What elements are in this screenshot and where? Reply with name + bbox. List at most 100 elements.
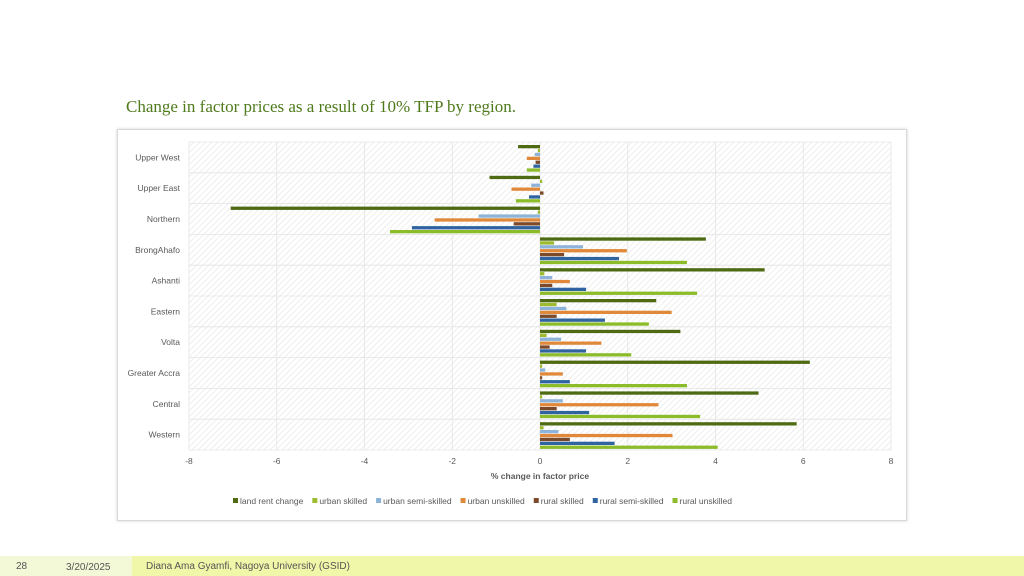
bar-rural-semi-skilled-upper-east	[529, 195, 540, 199]
bar-rural-semi-skilled-western	[540, 441, 615, 445]
bar-rural-unskilled-upper-east	[515, 199, 540, 203]
bar-urban-skilled-northern	[537, 210, 540, 214]
bar-urban-skilled-ashanti	[540, 272, 545, 276]
x-tick-label: -2	[448, 456, 456, 466]
bar-land-rent-change-upper-west	[518, 145, 540, 149]
bar-urban-skilled-central	[540, 395, 543, 399]
legend-label: urban skilled	[319, 496, 367, 506]
legend-label: land rent change	[240, 496, 304, 506]
bar-urban-unskilled-central	[540, 403, 659, 407]
bar-rural-skilled-central	[540, 407, 557, 411]
legend-swatch	[233, 498, 238, 503]
legend-label: rural skilled	[541, 496, 584, 506]
category-label: Western	[149, 430, 181, 440]
legend-label: rural unskilled	[680, 496, 733, 506]
bar-rural-skilled-upper-east	[540, 191, 544, 195]
category-label: Central	[153, 399, 181, 409]
bar-rural-skilled-upper-west	[535, 160, 540, 164]
bar-rural-semi-skilled-greater-accra	[540, 380, 570, 384]
slide-author: Diana Ama Gyamfi, Nagoya University (GSI…	[146, 561, 350, 572]
bar-rural-skilled-western	[540, 437, 570, 442]
bar-rural-semi-skilled-brongahafo	[540, 256, 619, 261]
bar-rural-semi-skilled-upper-west	[533, 164, 540, 168]
x-tick-label: -4	[361, 456, 369, 466]
bar-urban-unskilled-ashanti	[540, 279, 570, 284]
bar-rural-semi-skilled-volta	[540, 349, 587, 353]
bar-urban-unskilled-greater-accra	[540, 372, 563, 376]
bar-rural-unskilled-central	[540, 414, 701, 419]
bar-rural-unskilled-upper-west	[526, 168, 540, 172]
bar-urban-unskilled-brongahafo	[540, 249, 627, 253]
category-label: Upper West	[135, 152, 180, 162]
bar-urban-semi-skilled-upper-east	[531, 183, 540, 187]
bar-rural-skilled-greater-accra	[540, 376, 543, 380]
bar-urban-semi-skilled-upper-west	[534, 152, 540, 157]
bar-land-rent-change-volta	[540, 329, 681, 334]
legend-swatch	[460, 498, 466, 503]
bar-rural-semi-skilled-eastern	[540, 318, 605, 322]
bar-rural-unskilled-eastern	[540, 322, 649, 326]
x-tick-label: 8	[889, 456, 894, 466]
bar-urban-unskilled-upper-east	[511, 187, 540, 191]
bar-urban-semi-skilled-northern	[478, 214, 540, 218]
bar-land-rent-change-upper-east	[489, 175, 540, 180]
category-label: Ashanti	[152, 276, 180, 286]
bar-rural-semi-skilled-central	[540, 410, 590, 415]
bar-rural-unskilled-western	[540, 445, 718, 449]
x-tick-label: -8	[185, 456, 193, 466]
bar-land-rent-change-central	[540, 391, 759, 395]
x-tick-label: 2	[625, 456, 630, 466]
bar-land-rent-change-brongahafo	[540, 237, 706, 241]
bar-urban-unskilled-volta	[540, 341, 602, 345]
bar-rural-unskilled-brongahafo	[540, 260, 687, 265]
bar-urban-skilled-volta	[540, 333, 547, 337]
footer-bar: 28 3/20/2025 Diana Ama Gyamfi, Nagoya Un…	[0, 556, 1024, 576]
category-labels: Upper West Upper East Northern BrongAhafo As…	[128, 152, 181, 439]
bar-land-rent-change-greater-accra	[540, 360, 810, 364]
legend-swatch	[533, 498, 539, 503]
footer-left-panel	[0, 556, 132, 576]
bar-urban-skilled-upper-west	[537, 148, 540, 153]
grid-lines	[188, 141, 892, 451]
bar-urban-skilled-western	[540, 426, 544, 430]
legend: land rent change urban skilled urban semi-…	[233, 496, 732, 506]
slide-date: 3/20/2025	[66, 562, 111, 573]
x-axis-label: % change in factor price	[491, 471, 590, 481]
bar-rural-skilled-brongahafo	[540, 253, 565, 257]
category-label: Upper East	[137, 183, 180, 193]
category-label: Greater Accra	[128, 368, 181, 378]
bar-urban-skilled-greater-accra	[540, 364, 543, 368]
bar-rural-unskilled-volta	[540, 353, 632, 357]
legend-swatch	[312, 498, 318, 503]
bar-urban-unskilled-western	[540, 433, 673, 438]
legend-label: rural semi-skilled	[600, 496, 664, 506]
bar-urban-semi-skilled-brongahafo	[540, 245, 583, 249]
bar-rural-skilled-volta	[540, 345, 550, 349]
legend-swatch	[672, 498, 678, 503]
slide-title: Change in factor prices as a result of 1…	[126, 97, 516, 116]
x-tick-label: 4	[713, 456, 718, 466]
bar-urban-skilled-brongahafo	[540, 241, 555, 245]
bar-rural-unskilled-greater-accra	[540, 384, 687, 388]
legend-swatch	[376, 498, 382, 503]
bar-urban-semi-skilled-central	[540, 399, 563, 403]
category-label: Eastern	[151, 306, 181, 316]
bar-urban-semi-skilled-greater-accra	[540, 368, 546, 372]
bar-urban-unskilled-eastern	[540, 310, 672, 314]
bar-rural-skilled-ashanti	[540, 283, 553, 288]
legend-label: urban semi-skilled	[383, 496, 452, 506]
bar-rural-skilled-eastern	[540, 314, 557, 318]
bar-urban-skilled-eastern	[540, 302, 557, 307]
x-tick-label: -6	[273, 456, 281, 466]
bar-urban-unskilled-northern	[434, 218, 540, 222]
bar-urban-skilled-upper-east	[540, 179, 543, 183]
bar-urban-unskilled-upper-west	[526, 156, 540, 160]
category-label: Northern	[147, 214, 180, 224]
bar-chart: Upper West Upper East Northern BrongAhafo As…	[128, 141, 894, 506]
x-tick-label: 6	[801, 456, 806, 466]
category-label: BrongAhafo	[135, 245, 180, 255]
bar-rural-semi-skilled-ashanti	[540, 287, 587, 291]
bar-land-rent-change-eastern	[540, 299, 657, 303]
legend-swatch	[592, 498, 598, 503]
category-label: Volta	[161, 337, 180, 347]
